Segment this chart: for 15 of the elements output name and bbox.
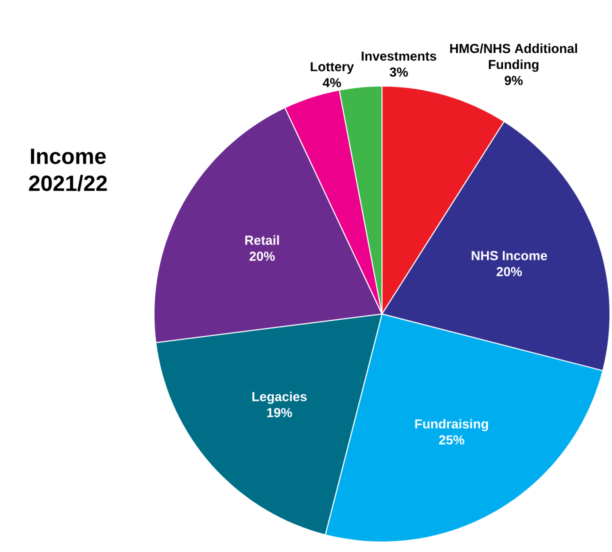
text: Income 2021/22: [29, 148, 107, 192]
data-label: 9%: [504, 76, 523, 86]
slice-label: Investments: [362, 52, 436, 61]
slice-label: Fundraising: [415, 418, 488, 432]
slice-label: Retail: [245, 235, 279, 245]
data-label: 3%: [390, 68, 408, 77]
data-label: 4%: [322, 78, 341, 88]
slice-label: Legacies: [252, 392, 307, 404]
data-label: 19%: [267, 408, 292, 418]
slice-label: Lottery: [310, 62, 354, 74]
slice-label: NHS Income: [472, 251, 548, 260]
slice-label: HMG/NHS Additional Funding: [450, 44, 577, 72]
data-label: 20%: [496, 267, 522, 276]
data-label: 25%: [439, 435, 464, 445]
data-label: 20%: [250, 252, 275, 261]
